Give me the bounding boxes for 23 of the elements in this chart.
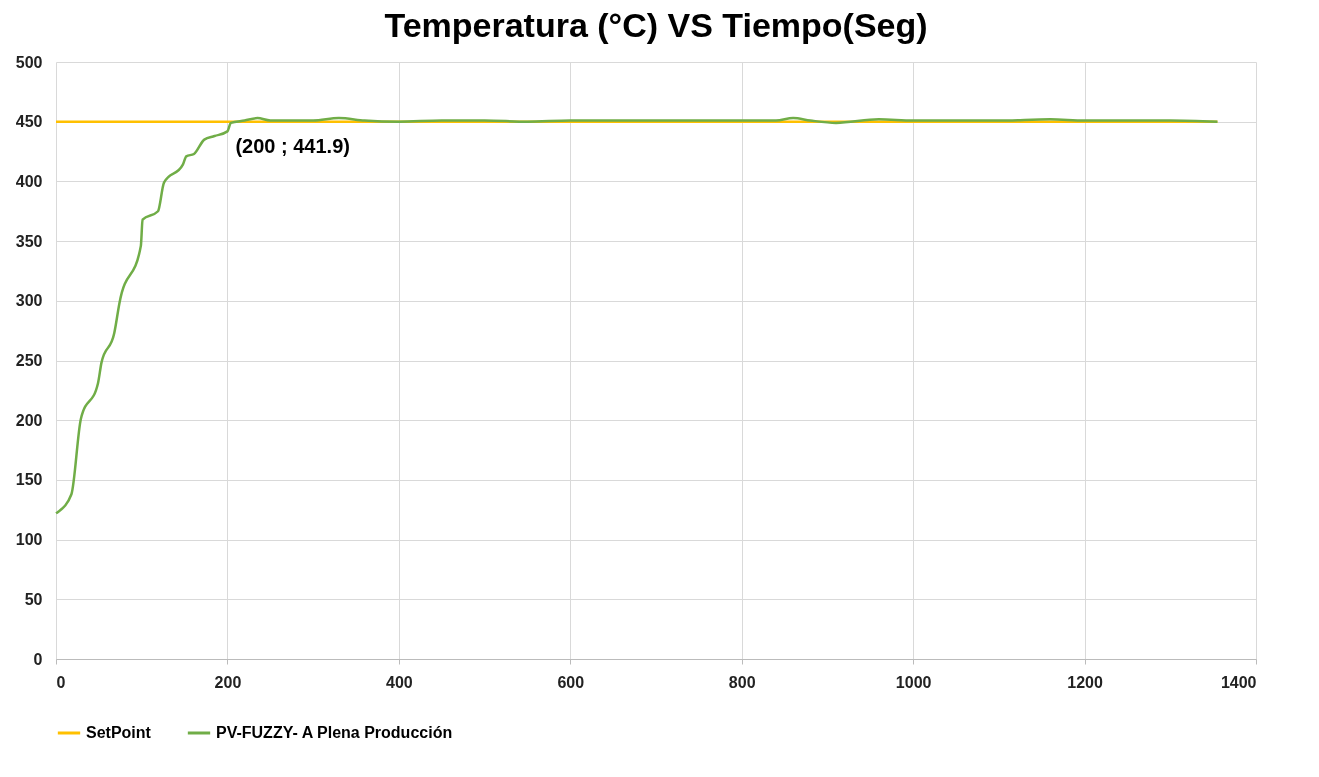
x-tick-label: 600 (557, 673, 585, 691)
y-tick-label: 250 (15, 352, 43, 369)
x-tick-label: 0 (56, 673, 66, 691)
y-tick-label: 200 (15, 411, 43, 429)
y-tick-label: 50 (24, 590, 43, 608)
x-tick-label: 400 (386, 673, 413, 691)
legend-label: SetPoint (86, 724, 152, 741)
annotation: (200 ; 441.9) (235, 135, 350, 158)
y-tick-label: 0 (33, 650, 43, 668)
y-tick-label: 150 (15, 471, 43, 489)
x-tick-label: 1000 (895, 673, 932, 691)
x-tick-label: 1400 (1220, 673, 1257, 691)
y-tick-label: 400 (15, 172, 43, 190)
chart-title: Temperatura (°C) VS Tiempo(Seg) (384, 6, 928, 44)
y-tick-label: 450 (15, 113, 43, 131)
x-tick-label: 1200 (1067, 673, 1103, 691)
x-tick-label: 200 (214, 673, 242, 691)
y-tick-label: 350 (15, 232, 43, 250)
y-tick-label: 300 (15, 292, 43, 310)
legend-label: PV-FUZZY- A Plena Producción (216, 724, 453, 741)
x-tick-label: 800 (728, 673, 756, 691)
y-tick-label: 500 (15, 53, 43, 71)
y-tick-label: 100 (15, 531, 43, 549)
